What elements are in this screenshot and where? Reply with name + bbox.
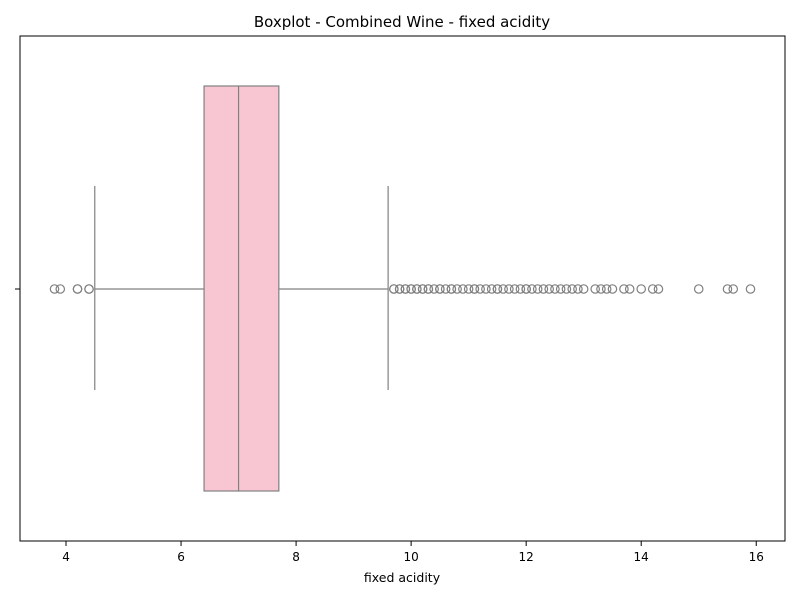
chart-title: Boxplot - Combined Wine - fixed acidity — [254, 13, 550, 31]
outlier-point — [429, 284, 439, 294]
outlier-point — [532, 284, 543, 294]
outlier-point — [452, 284, 462, 294]
outlier-point — [624, 284, 635, 294]
outlier-point — [417, 284, 428, 294]
outlier-point — [504, 284, 514, 294]
outlier-point — [636, 284, 647, 294]
x-tick-label: 14 — [634, 550, 649, 564]
outlier-point — [573, 284, 583, 294]
outlier-point — [458, 284, 468, 294]
outlier-point — [435, 284, 445, 294]
boxplot — [94, 85, 389, 492]
outlier-point — [55, 284, 66, 294]
outlier-point — [693, 284, 704, 294]
outlier-point — [509, 284, 520, 294]
outlier-point — [49, 284, 60, 294]
outlier-point — [728, 284, 739, 294]
outlier-point — [406, 284, 416, 294]
x-tick-label: 8 — [292, 550, 300, 564]
outlier-point — [561, 284, 572, 294]
outlier-point — [84, 284, 94, 294]
outlier-point — [72, 284, 83, 294]
outlier-point — [555, 284, 566, 294]
x-axis: 4 6 8 10 12 14 16 — [62, 541, 764, 564]
outlier-point — [463, 284, 474, 294]
outlier-point — [469, 284, 480, 294]
outlier-point — [653, 284, 664, 294]
outlier-point — [745, 284, 756, 294]
outlier-point — [486, 284, 497, 294]
outlier-point — [423, 284, 434, 294]
outlier-point — [567, 284, 577, 294]
x-tick-label: 16 — [749, 550, 764, 564]
outlier-point — [389, 284, 399, 294]
outlier-point — [475, 284, 485, 294]
outlier-point — [538, 284, 549, 294]
outlier-point — [498, 284, 508, 294]
outlier-point — [590, 284, 600, 294]
outlier-point — [527, 284, 537, 294]
outlier-point — [596, 284, 606, 294]
outlier-point — [647, 284, 658, 294]
outlier-point — [722, 284, 733, 294]
outliers — [49, 284, 756, 294]
x-axis-label: fixed acidity — [364, 570, 441, 585]
outlier-point — [544, 284, 554, 294]
x-tick-label: 4 — [62, 550, 70, 564]
outlier-point — [578, 284, 589, 294]
x-tick-label: 6 — [177, 550, 185, 564]
outlier-point — [619, 284, 629, 294]
interquartile-box — [203, 85, 280, 492]
outlier-point — [400, 284, 411, 294]
x-tick-label: 12 — [519, 550, 534, 564]
outlier-point — [492, 284, 503, 294]
outlier-point — [550, 284, 560, 294]
outlier-point — [440, 284, 451, 294]
outlier-point — [446, 284, 457, 294]
outlier-point — [607, 284, 618, 294]
outlier-point — [601, 284, 612, 294]
outlier-point — [394, 284, 405, 294]
x-tick-label: 10 — [403, 550, 418, 564]
outlier-point — [481, 284, 491, 294]
outlier-point — [521, 284, 531, 294]
outlier-point — [515, 284, 526, 294]
outlier-point — [412, 284, 422, 294]
